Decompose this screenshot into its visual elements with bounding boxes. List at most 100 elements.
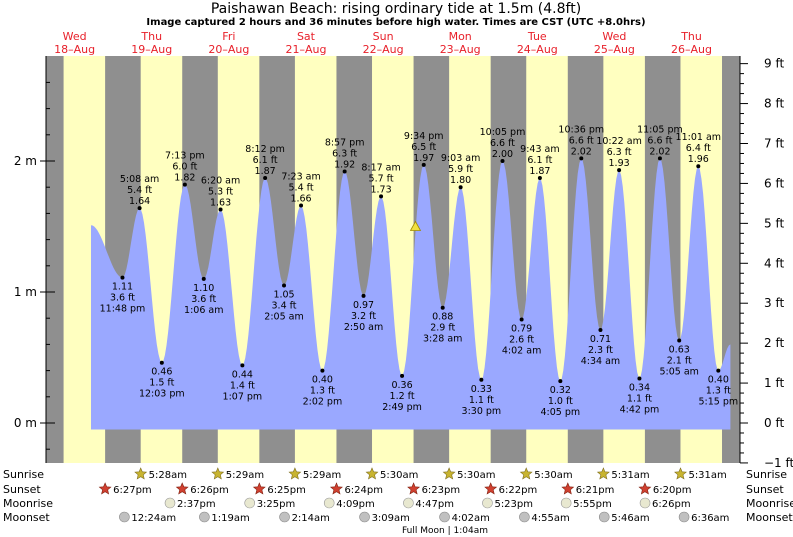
sun-icon <box>638 482 652 495</box>
tide-point <box>320 368 325 373</box>
tide-point <box>282 283 287 288</box>
tide-ft: 6.3 ft <box>332 148 357 159</box>
sunset-time: 6:20pm <box>653 485 692 496</box>
moonset-icon <box>279 511 290 523</box>
sunrise-time: 5:31am <box>688 470 726 481</box>
right-tick-label: 9 ft <box>764 57 784 71</box>
tide-height: 0.44 <box>232 369 253 380</box>
sunset-time: 6:22pm <box>499 485 538 496</box>
tide-time: 2:49 pm <box>382 402 422 413</box>
tide-height: 0.40 <box>708 375 729 386</box>
tide-ft: 6.1 ft <box>253 155 278 166</box>
tide-ft: 3.6 ft <box>191 294 216 305</box>
right-tick-label: 2 ft <box>764 336 784 350</box>
tide-ft: 6.0 ft <box>172 162 197 173</box>
tide-time: 5:15 pm <box>698 397 738 408</box>
tide-time: 4:02 am <box>502 346 541 357</box>
moonset-icon <box>598 511 610 523</box>
tide-ft: 6.6 ft <box>490 138 515 149</box>
tide-ft: 2.9 ft <box>430 323 455 334</box>
tide-height: 1.80 <box>450 175 471 186</box>
tide-time: 5:08 am <box>120 174 159 185</box>
tide-point <box>182 182 187 187</box>
tide-point <box>201 276 206 281</box>
tide-height: 0.33 <box>471 384 492 395</box>
day-name: Thu <box>140 30 162 43</box>
left-tick-label: 2 m <box>14 154 37 168</box>
tide-point <box>716 368 721 373</box>
tide-ft: 5.4 ft <box>127 185 152 196</box>
row-label-left: Moonset <box>3 511 50 524</box>
moonrise-time: 6:26pm <box>652 499 691 510</box>
tide-time: 1:07 pm <box>223 391 263 402</box>
tide-point <box>159 360 164 365</box>
day-date: 25–Aug <box>594 43 635 56</box>
tide-ft: 1.1 ft <box>469 395 494 406</box>
tide-ft: 6.6 ft <box>569 135 594 146</box>
tide-ft: 2.3 ft <box>588 345 613 356</box>
moonset-time: 4:02am <box>452 513 490 524</box>
day-labels: Wed18–AugThu19–AugFri20–AugSat21–AugSun2… <box>54 30 712 56</box>
tide-ft: 6.5 ft <box>411 142 436 153</box>
sunrise-time: 5:28am <box>149 470 187 481</box>
tide-time: 11:48 pm <box>100 304 146 315</box>
moonset-time: 2:14am <box>292 513 330 524</box>
sun-icon <box>519 467 533 480</box>
tide-point <box>696 164 701 169</box>
tide-time: 7:13 pm <box>165 151 205 162</box>
day-name: Thu <box>680 30 702 43</box>
moonrise-icon <box>244 497 256 509</box>
tide-height: 0.71 <box>590 334 611 345</box>
sunset-time: 6:25pm <box>267 485 306 496</box>
sunset-time: 6:27pm <box>113 485 152 496</box>
sun-icon <box>288 467 302 480</box>
right-axis-feet: 9 ft 8 ft 7 ft 6 ft 5 ft 4 ft 3 ft 2 ft 1 ft 0 ft… <box>739 56 793 470</box>
tide-time: 8:12 pm <box>245 144 285 155</box>
sun-icon <box>175 482 189 495</box>
tide-height: 1.92 <box>334 159 355 170</box>
tide-point <box>137 206 142 211</box>
tide-point <box>240 363 245 368</box>
day-name: Sat <box>297 30 316 43</box>
tide-time: 4:05 pm <box>541 407 581 418</box>
tide-height: 0.79 <box>511 324 532 335</box>
day-name: Sun <box>373 30 394 43</box>
moonrise-time: 5:23pm <box>494 499 533 510</box>
sun-icon <box>329 482 343 495</box>
tide-point <box>558 379 563 384</box>
moonrise-icon <box>164 497 176 509</box>
tide-time: 9:34 pm <box>404 131 444 142</box>
sun-icon <box>134 467 148 480</box>
tide-time: 9:43 am <box>520 144 559 155</box>
chart-subtitle: Image captured 2 hours and 36 minutes be… <box>146 17 645 28</box>
tide-ft: 5.9 ft <box>448 164 473 175</box>
row-label-left: Sunrise <box>3 468 44 481</box>
moonrise-icon <box>560 497 572 509</box>
day-date: 23–Aug <box>440 43 481 56</box>
sunrise-time: 5:31am <box>611 470 649 481</box>
right-tick-label: 8 ft <box>764 97 784 111</box>
right-tick-label: 6 ft <box>764 176 784 190</box>
moonset-time: 6:36am <box>691 513 729 524</box>
sunset-time: 6:23pm <box>422 485 461 496</box>
tide-ft: 3.2 ft <box>351 311 376 322</box>
tide-height: 1.63 <box>210 197 231 208</box>
tide-ft: 3.6 ft <box>110 293 135 304</box>
tide-point <box>479 377 484 382</box>
sun-icon <box>211 467 225 480</box>
tide-ft: 6.1 ft <box>527 155 552 166</box>
sun-icon <box>674 467 687 480</box>
tide-time: 2:02 pm <box>303 397 343 408</box>
moonset-icon <box>359 511 370 523</box>
tide-point <box>537 176 542 181</box>
day-date: 21–Aug <box>285 43 326 56</box>
right-tick-label: 0 ft <box>764 416 784 430</box>
tide-ft: 2.6 ft <box>509 335 534 346</box>
moonset-time: 5:46am <box>611 513 649 524</box>
row-label-right: Moonset <box>746 511 793 524</box>
tide-ft: 1.2 ft <box>390 391 415 402</box>
tide-height: 0.40 <box>312 375 333 386</box>
tide-height: 0.32 <box>550 385 571 396</box>
tide-point <box>342 169 347 174</box>
